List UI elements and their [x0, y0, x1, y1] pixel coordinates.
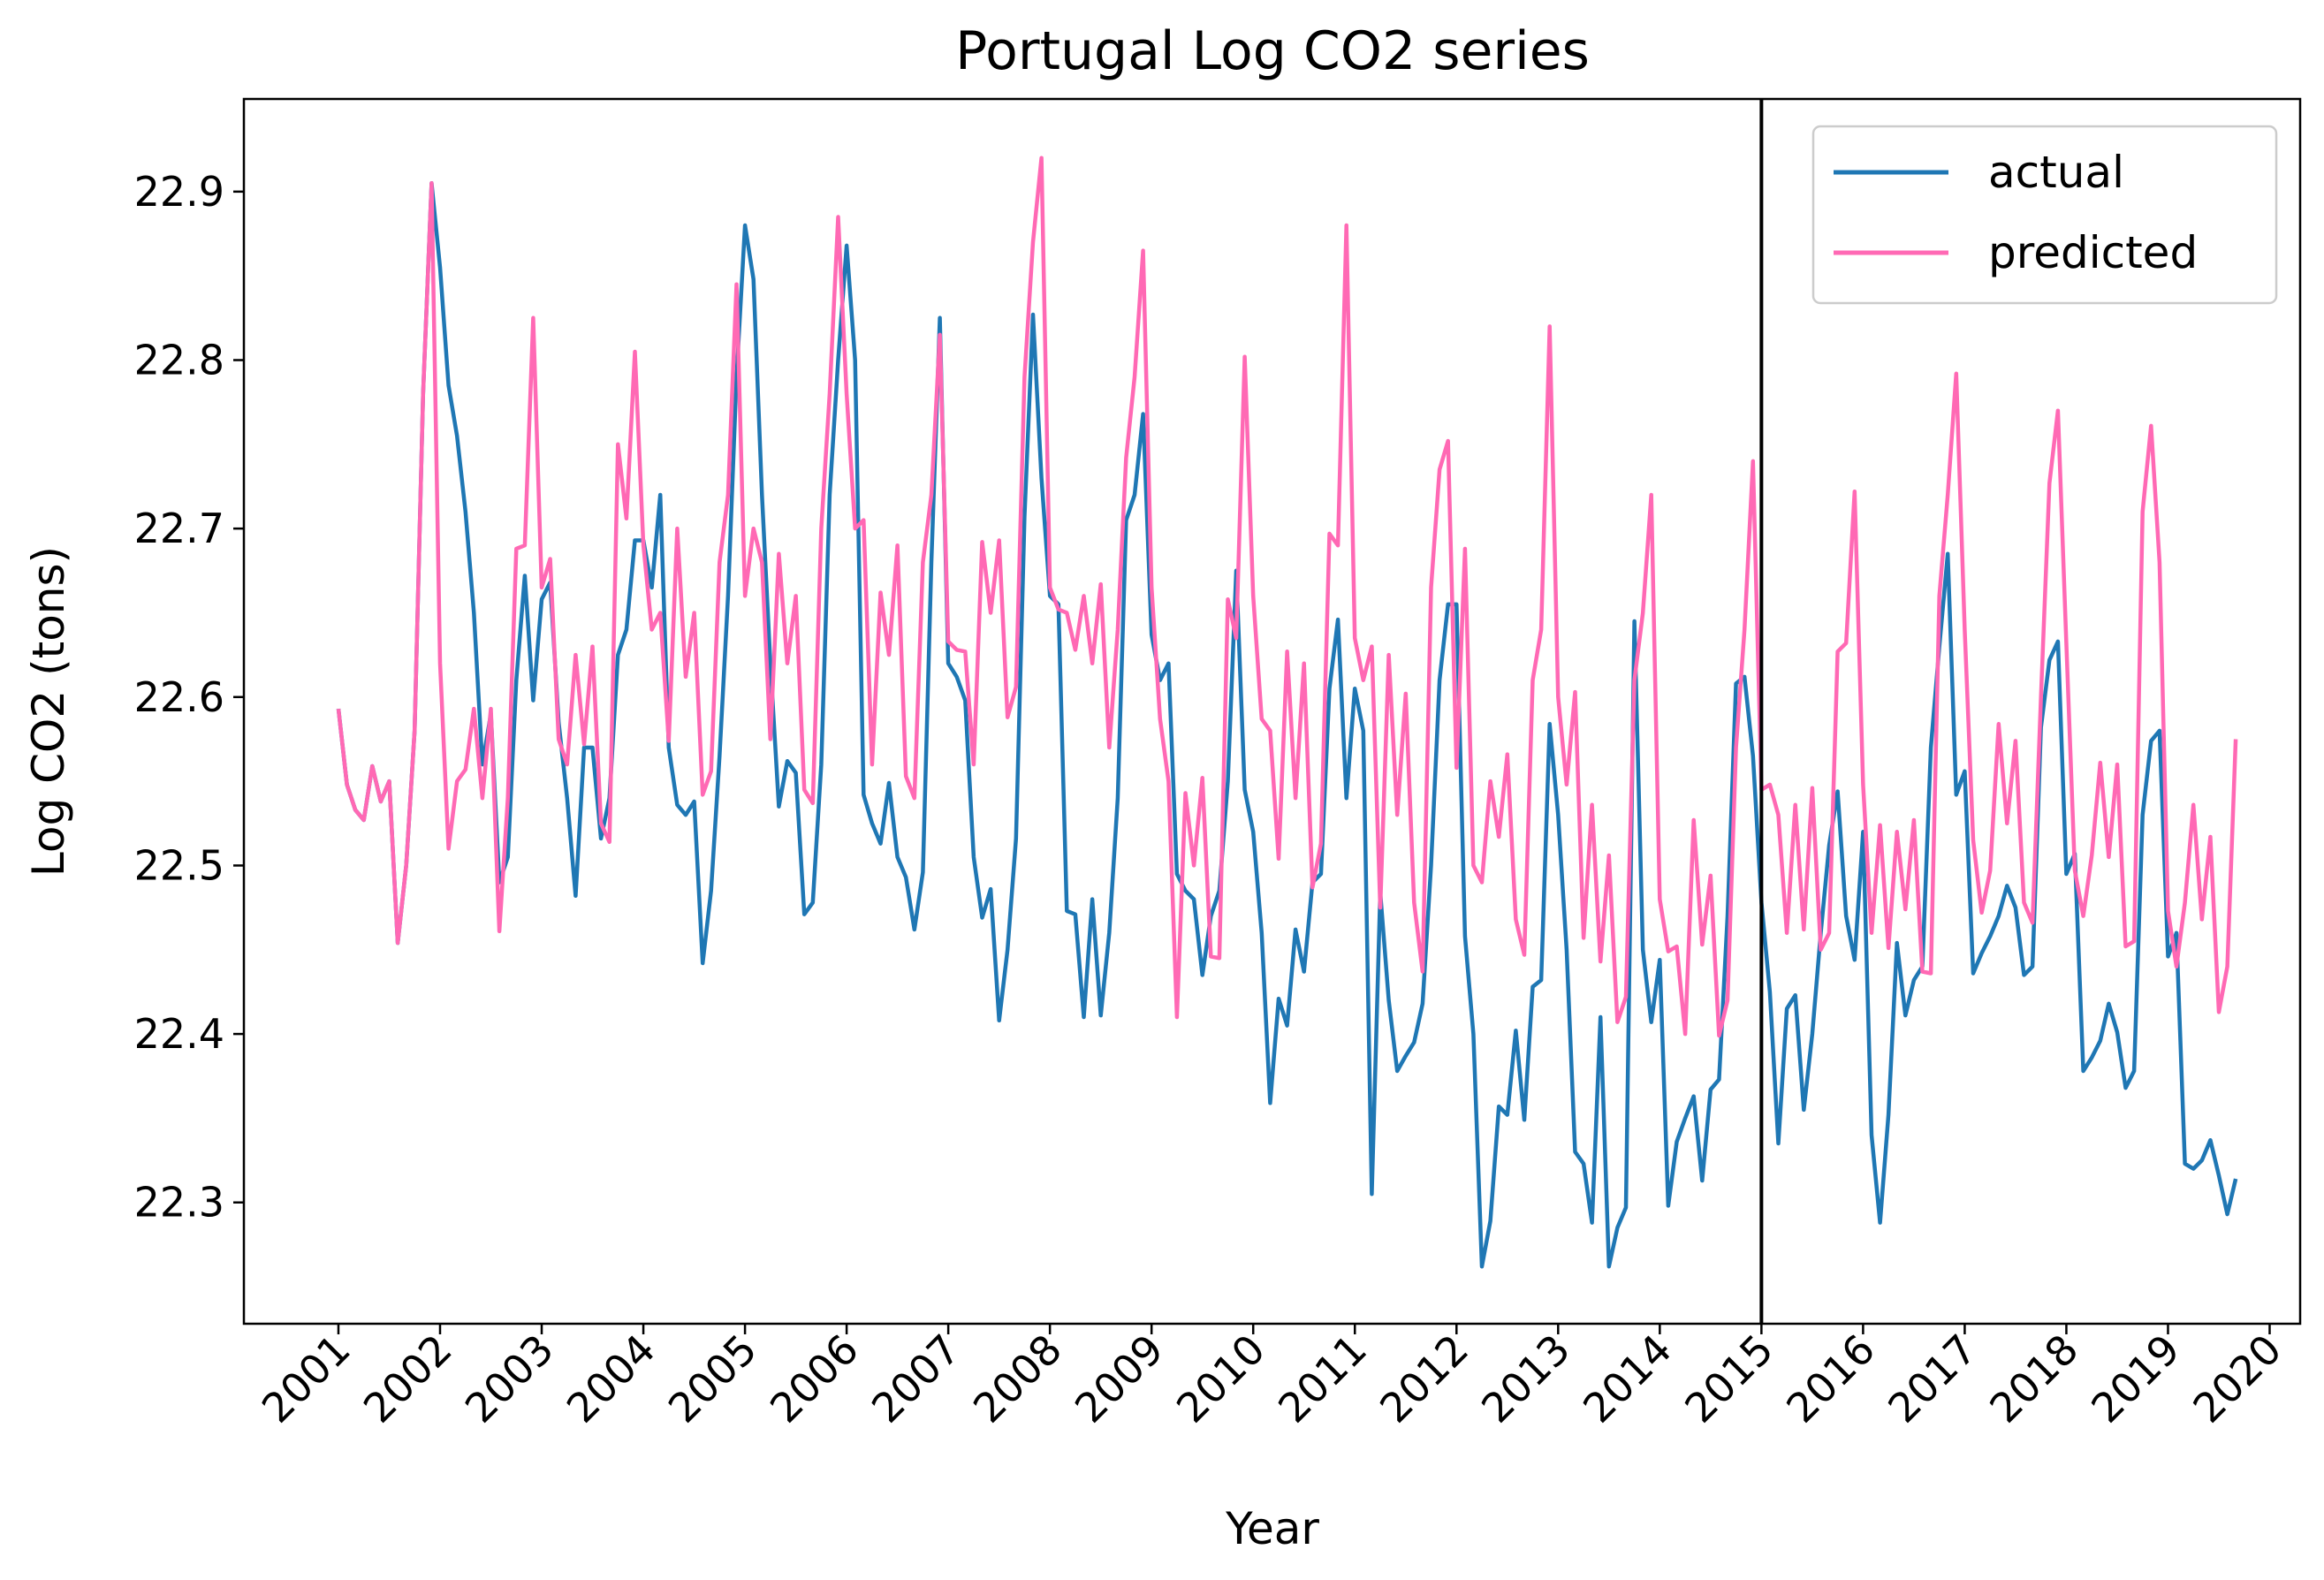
legend-label-actual: actual [1988, 147, 2124, 198]
y-tick-label: 22.7 [134, 505, 224, 552]
legend-label-predicted: predicted [1988, 227, 2198, 278]
plot-area [336, 156, 2238, 1269]
y-tick-label: 22.9 [134, 168, 224, 216]
plot-frame [242, 97, 2302, 1326]
series-line-predicted [336, 156, 2238, 1038]
y-tick-label: 22.3 [134, 1179, 224, 1227]
chart-title: Portugal Log CO2 series [955, 20, 1590, 82]
series-line-actual [336, 181, 2238, 1269]
legend: actual predicted [1811, 125, 2278, 305]
y-axis: 22.3 22.4 22.5 22.6 22.7 22.8 22.9 [134, 168, 244, 1227]
y-tick-label: 22.6 [134, 673, 224, 721]
y-tick-label: 22.4 [134, 1010, 224, 1058]
y-tick-label: 22.5 [134, 841, 224, 889]
y-axis-title: Log CO2 (tons) [23, 546, 74, 877]
y-tick-label: 22.8 [134, 337, 224, 384]
x-axis-title: Year [1225, 1503, 1319, 1554]
